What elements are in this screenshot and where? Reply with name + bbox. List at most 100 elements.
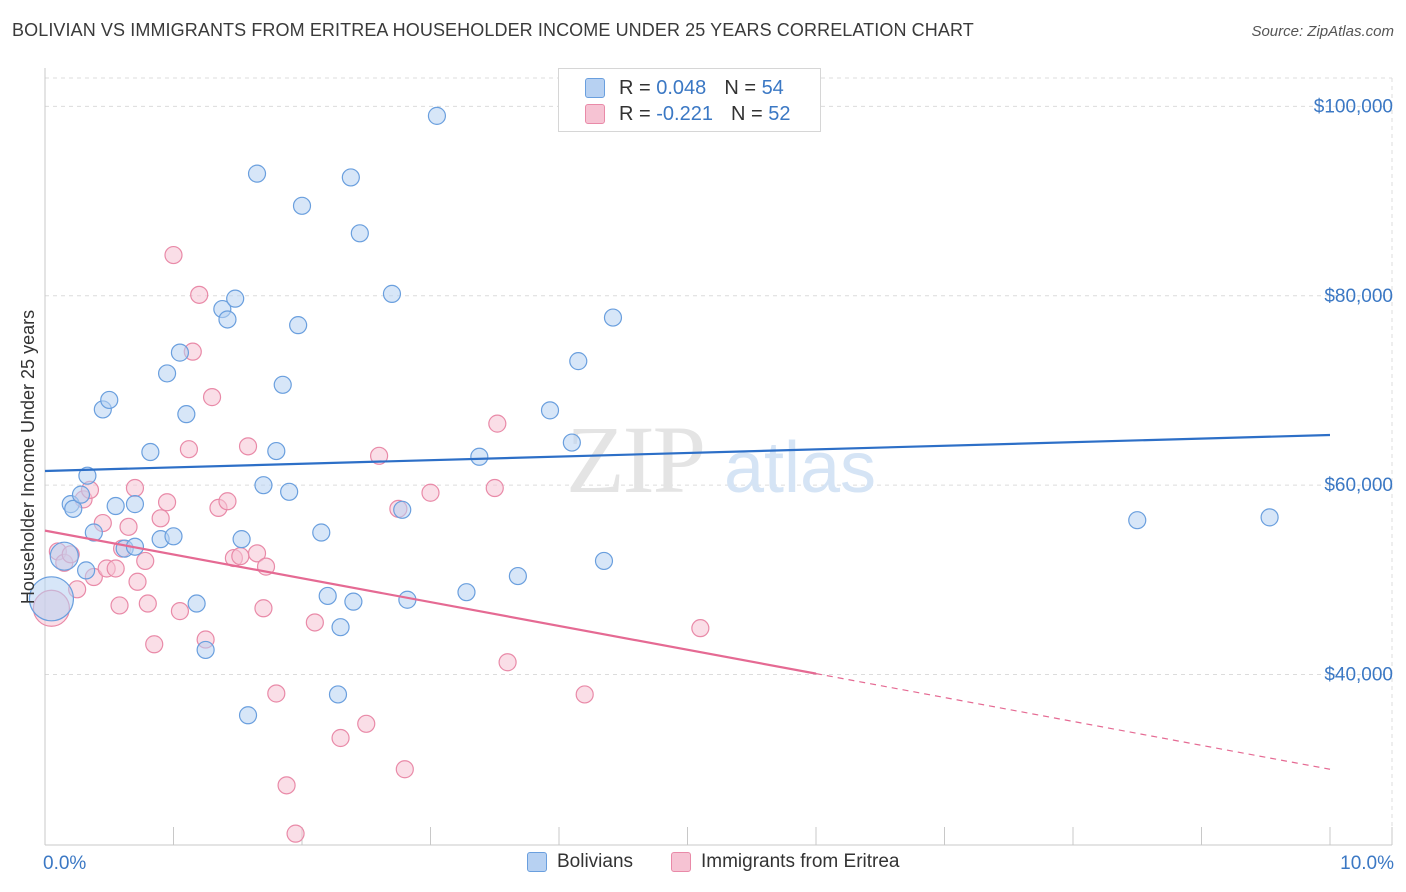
eritrea-trend-line	[44, 529, 817, 675]
x-tick-label: 10.0%	[1340, 853, 1394, 874]
legend-r-label: R =	[619, 76, 651, 99]
bolivian-point	[84, 523, 103, 542]
eritrea-point	[170, 602, 190, 621]
eritrea-point	[179, 440, 199, 459]
eritrea-point	[190, 285, 209, 304]
bolivian-point	[196, 640, 215, 660]
bolivian-point	[71, 485, 91, 504]
eritrea-point	[106, 559, 125, 578]
eritrea-point	[485, 478, 504, 498]
bolivian-point	[350, 224, 369, 243]
bolivian-point	[382, 284, 402, 303]
eritrea-point	[125, 478, 145, 498]
bolivian-point	[78, 466, 97, 485]
bolivian-point	[1128, 511, 1147, 530]
bolivian-point	[280, 482, 299, 501]
bolivian-point	[393, 500, 412, 519]
bolivian-point	[312, 523, 331, 542]
eritrea-point	[136, 551, 155, 571]
eritrea-point	[305, 613, 324, 632]
legend-swatch-blue	[527, 852, 547, 872]
bolivian-point	[177, 405, 196, 424]
correlation-legend: R = 0.048 N = 54 R = -0.221 N = 52	[558, 68, 821, 132]
watermark: ZIP atlas	[566, 406, 876, 513]
bolivian-point	[273, 375, 292, 394]
legend-item-bolivians: Bolivians	[527, 851, 633, 873]
bolivian-point	[1260, 508, 1279, 527]
legend-r-value: -0.221	[656, 102, 713, 125]
bolivian-point	[289, 316, 308, 335]
bolivian-point	[569, 352, 588, 371]
bolivian-point	[187, 594, 206, 613]
eritrea-point	[575, 685, 594, 704]
axes	[44, 68, 1393, 846]
eritrea-point	[254, 599, 273, 618]
bolivian-point	[603, 308, 623, 327]
eritrea-point	[277, 776, 296, 795]
bolivian-point	[226, 289, 245, 308]
bolivian-point	[49, 541, 79, 571]
legend-swatch-pink	[585, 104, 605, 124]
bolivian-point	[157, 364, 177, 383]
y-tick-label: $80,000	[1324, 286, 1393, 307]
bolivian-point	[238, 706, 258, 725]
legend-label: Bolivians	[557, 851, 634, 872]
eritrea-point	[421, 483, 440, 502]
eritrea-point	[138, 594, 157, 613]
eritrea-point	[128, 572, 147, 591]
eritrea-point	[498, 653, 517, 672]
bolivian-point	[292, 196, 312, 215]
bolivian-point	[232, 530, 251, 549]
eritrea-point	[202, 388, 222, 407]
eritrea-point	[691, 619, 710, 638]
bolivian-point	[218, 310, 237, 329]
legend-n-value: 52	[768, 102, 791, 125]
bolivian-point	[254, 476, 273, 495]
bolivian-point	[562, 433, 581, 452]
bolivian-point	[594, 551, 614, 571]
bolivian-point	[331, 618, 350, 637]
legend-r-label: R =	[619, 102, 651, 125]
eritrea-point	[267, 684, 286, 703]
bolivian-point	[77, 561, 96, 580]
eritrea-point	[145, 635, 164, 654]
bolivian-points	[28, 106, 1279, 725]
legend-row-eritrea: R = -0.221 N = 52	[585, 102, 790, 126]
grid-lines	[45, 77, 1393, 845]
eritrea-point	[488, 414, 507, 433]
bolivian-point	[247, 164, 267, 183]
legend-n-value: 54	[761, 76, 784, 99]
eritrea-point	[395, 760, 414, 779]
watermark-atlas: atlas	[724, 428, 876, 508]
bolivian-point	[540, 401, 560, 420]
bolivian-point	[508, 566, 527, 586]
trend-lines	[44, 433, 1331, 770]
y-axis-label: Householder Income Under 25 years	[18, 310, 38, 604]
eritrea-point	[331, 728, 350, 748]
eritrea-point	[247, 544, 267, 563]
eritrea-point	[164, 245, 183, 265]
eritrea-point	[151, 509, 170, 528]
eritrea-point	[231, 547, 250, 566]
bolivian-point	[341, 168, 360, 187]
eritrea-point	[157, 493, 177, 512]
eritrea-point	[119, 517, 138, 536]
bolivian-point	[267, 441, 286, 461]
bolivian-point	[318, 586, 337, 606]
y-tick-label: $100,000	[1314, 96, 1393, 117]
legend-label: Immigrants from Eritrea	[701, 851, 900, 872]
eritrea-point	[238, 437, 258, 456]
eritrea-point	[370, 446, 389, 465]
eritrea-point	[218, 492, 237, 511]
bolivian-point	[64, 499, 83, 518]
eritrea-point	[110, 596, 129, 615]
legend-swatch-blue	[585, 78, 605, 98]
eritrea-point	[286, 824, 305, 843]
eritrea-trend-extension	[815, 673, 1331, 770]
legend-n-label: N =	[730, 102, 763, 125]
eritrea-point	[357, 714, 376, 733]
bolivian-point	[141, 442, 160, 462]
y-tick-label: $40,000	[1324, 665, 1393, 686]
legend-row-bolivians: R = 0.048 N = 54	[585, 76, 784, 100]
